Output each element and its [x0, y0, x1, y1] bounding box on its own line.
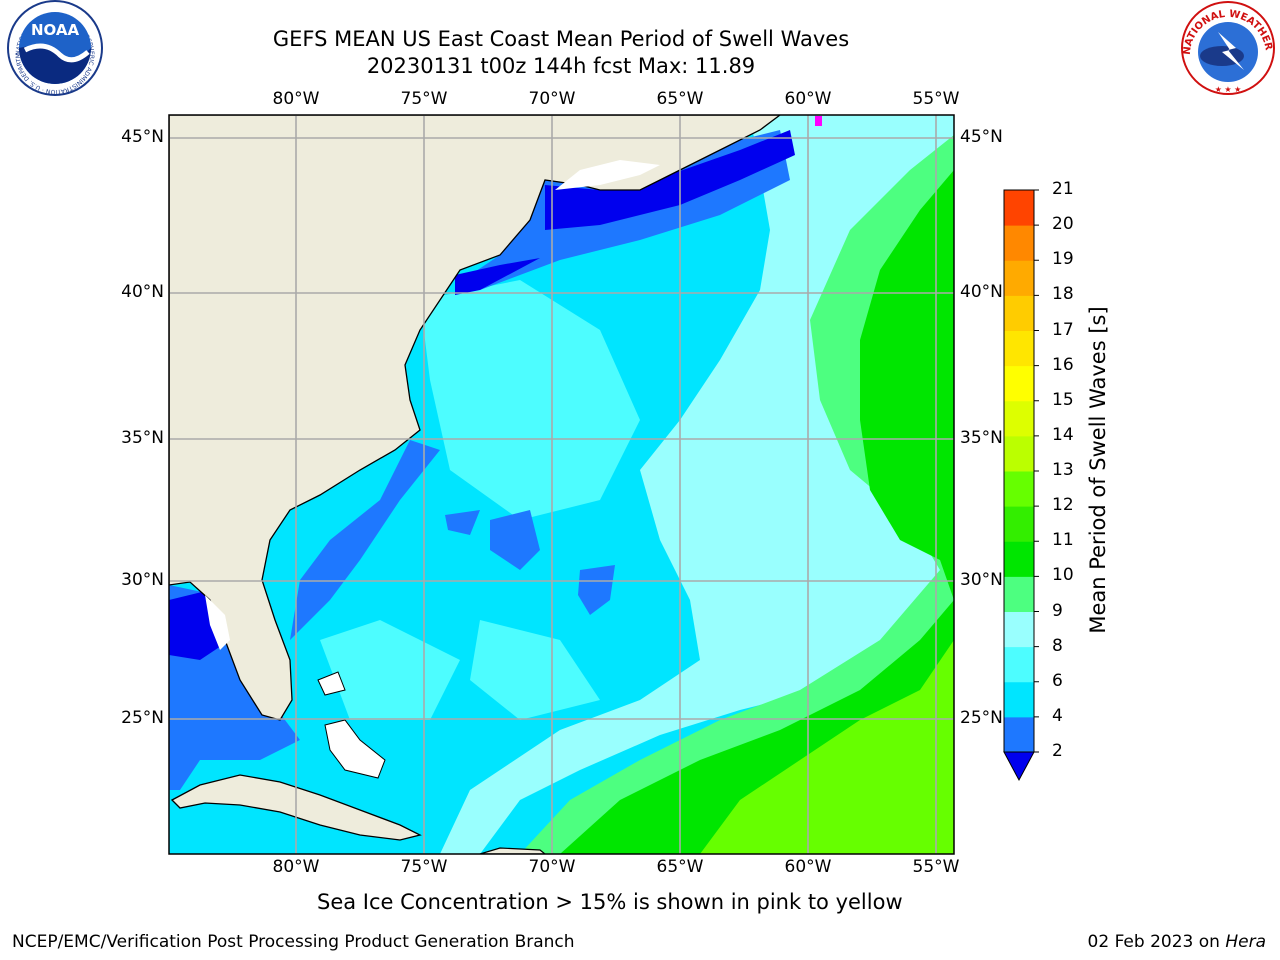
lon-label-bottom: 80°W: [272, 857, 320, 877]
lat-label-left: 25°N: [121, 708, 164, 728]
swell-period-map: [169, 115, 954, 854]
colorbar-segment: [1004, 260, 1034, 296]
chart-subtitle: 20230131 t00z 144h fcst Max: 11.89: [366, 54, 756, 78]
colorbar-segment: [1004, 541, 1034, 577]
footer-date-text: 02 Feb 2023 on: [1087, 932, 1226, 952]
footer-host: Hera: [1225, 932, 1266, 952]
contour-2-4s-coast: [169, 130, 790, 790]
lat-label-left: 40°N: [121, 282, 164, 302]
colorbar-tick-label: 2: [1052, 741, 1063, 761]
footer-credit: NCEP/EMC/Verification Post Processing Pr…: [12, 932, 575, 952]
lat-label-right: 30°N: [960, 570, 1003, 590]
noaa-logo-text: NOAA: [31, 21, 80, 39]
contour-6-8s-patches: [320, 280, 640, 720]
chart-title: GEFS MEAN US East Coast Mean Period of S…: [272, 27, 850, 51]
lon-label-bottom: 55°W: [912, 857, 960, 877]
colorbar-tick-label: 4: [1052, 705, 1063, 726]
colorbar-tick-label: 18: [1052, 284, 1074, 305]
colorbar-tick-label: 8: [1052, 635, 1063, 656]
colorbar-segment: [1004, 576, 1034, 612]
footer-date: 02 Feb 2023 on Hera: [1088, 932, 1266, 952]
colorbar-segment: [1004, 225, 1034, 261]
lat-label-right: 40°N: [960, 282, 1003, 302]
colorbar-segment: [1004, 716, 1034, 753]
contour-below-2s: [169, 130, 795, 660]
colorbar-tick-label: 21: [1052, 179, 1074, 199]
colorbar-segment: [1004, 681, 1034, 718]
colorbar-tick-label: 10: [1052, 565, 1074, 586]
lat-label-left: 35°N: [121, 428, 164, 448]
lon-label-top: 65°W: [656, 89, 704, 109]
colorbar-segment: [1004, 330, 1034, 367]
colorbar-tick-label: 20: [1052, 214, 1074, 235]
lat-label-right: 25°N: [960, 708, 1003, 728]
lat-label-right: 45°N: [960, 127, 1003, 147]
contour-11-12s: [700, 640, 954, 854]
lon-label-top: 70°W: [528, 89, 576, 109]
colorbar-segment: [1004, 646, 1034, 683]
map-frame: [168, 114, 955, 855]
no-data-gulf-of-maine: [555, 160, 660, 190]
lon-label-bottom: 60°W: [784, 857, 832, 877]
nws-logo-icon: NATIONAL WEATHER SERVICE ★ ★ ★: [0, 0, 1275, 95]
colorbar: [1003, 189, 1039, 782]
lon-label-bottom: 70°W: [528, 857, 576, 877]
colorbar-segment: [1004, 190, 1034, 226]
colorbar-segment: [1004, 435, 1034, 472]
colorbar-tick-label: 12: [1052, 495, 1074, 516]
lon-label-top: 60°W: [784, 89, 832, 109]
contour-2-4s-patches: [445, 510, 615, 615]
colorbar-label: Mean Period of Swell Waves [s]: [1086, 306, 1110, 634]
colorbar-segment: [1004, 400, 1034, 437]
colorbar-tick-label: 16: [1052, 354, 1074, 375]
colorbar-tick-label: 9: [1052, 600, 1063, 621]
colorbar-tick-label: 11: [1052, 530, 1074, 551]
lon-label-bottom: 65°W: [656, 857, 704, 877]
lat-label-right: 35°N: [960, 428, 1003, 448]
colorbar-tick-label: 19: [1052, 249, 1074, 270]
nws-ring-text: NATIONAL WEATHER SERVICE: [0, 0, 1274, 55]
colorbar-tick-label: 13: [1052, 460, 1074, 480]
svg-text:★ ★ ★: ★ ★ ★: [1215, 85, 1242, 94]
svg-text:NATIONAL WEATHER SERVICE: NATIONAL WEATHER SERVICE: [0, 0, 1274, 55]
graticule: [169, 115, 954, 854]
colorbar-tick-label: 14: [1052, 424, 1074, 445]
land-bahamas: [317, 671, 386, 779]
sea-ice-marker: [815, 116, 822, 126]
colorbar-segment: [1004, 295, 1034, 331]
lon-label-top: 75°W: [400, 89, 448, 109]
colorbar-segment: [1004, 506, 1034, 542]
lon-label-top: 80°W: [272, 89, 320, 109]
contour-9-10s: [520, 135, 954, 854]
noaa-logo-icon: NATIONAL OCEANIC AND ATMOSPHERIC ADMINIS…: [0, 0, 103, 96]
colorbar-tick-label: 6: [1052, 670, 1063, 691]
sea-ice-note: Sea Ice Concentration > 15% is shown in …: [317, 890, 903, 914]
no-data-florida-west: [205, 595, 230, 650]
colorbar-segment: [1004, 611, 1034, 648]
colorbar-extend-arrow: [1003, 751, 1035, 782]
lat-label-left: 30°N: [121, 570, 164, 590]
colorbar-tick-label: 17: [1052, 319, 1074, 340]
colorbar-segment: [1004, 365, 1034, 402]
land-hispaniola: [479, 847, 546, 854]
colorbar-tick-label: 15: [1052, 389, 1074, 410]
colorbar-segment: [1004, 471, 1034, 507]
lat-label-left: 45°N: [121, 127, 164, 147]
lon-label-top: 55°W: [912, 89, 960, 109]
lon-label-bottom: 75°W: [400, 857, 448, 877]
land-north-america: [169, 115, 782, 721]
